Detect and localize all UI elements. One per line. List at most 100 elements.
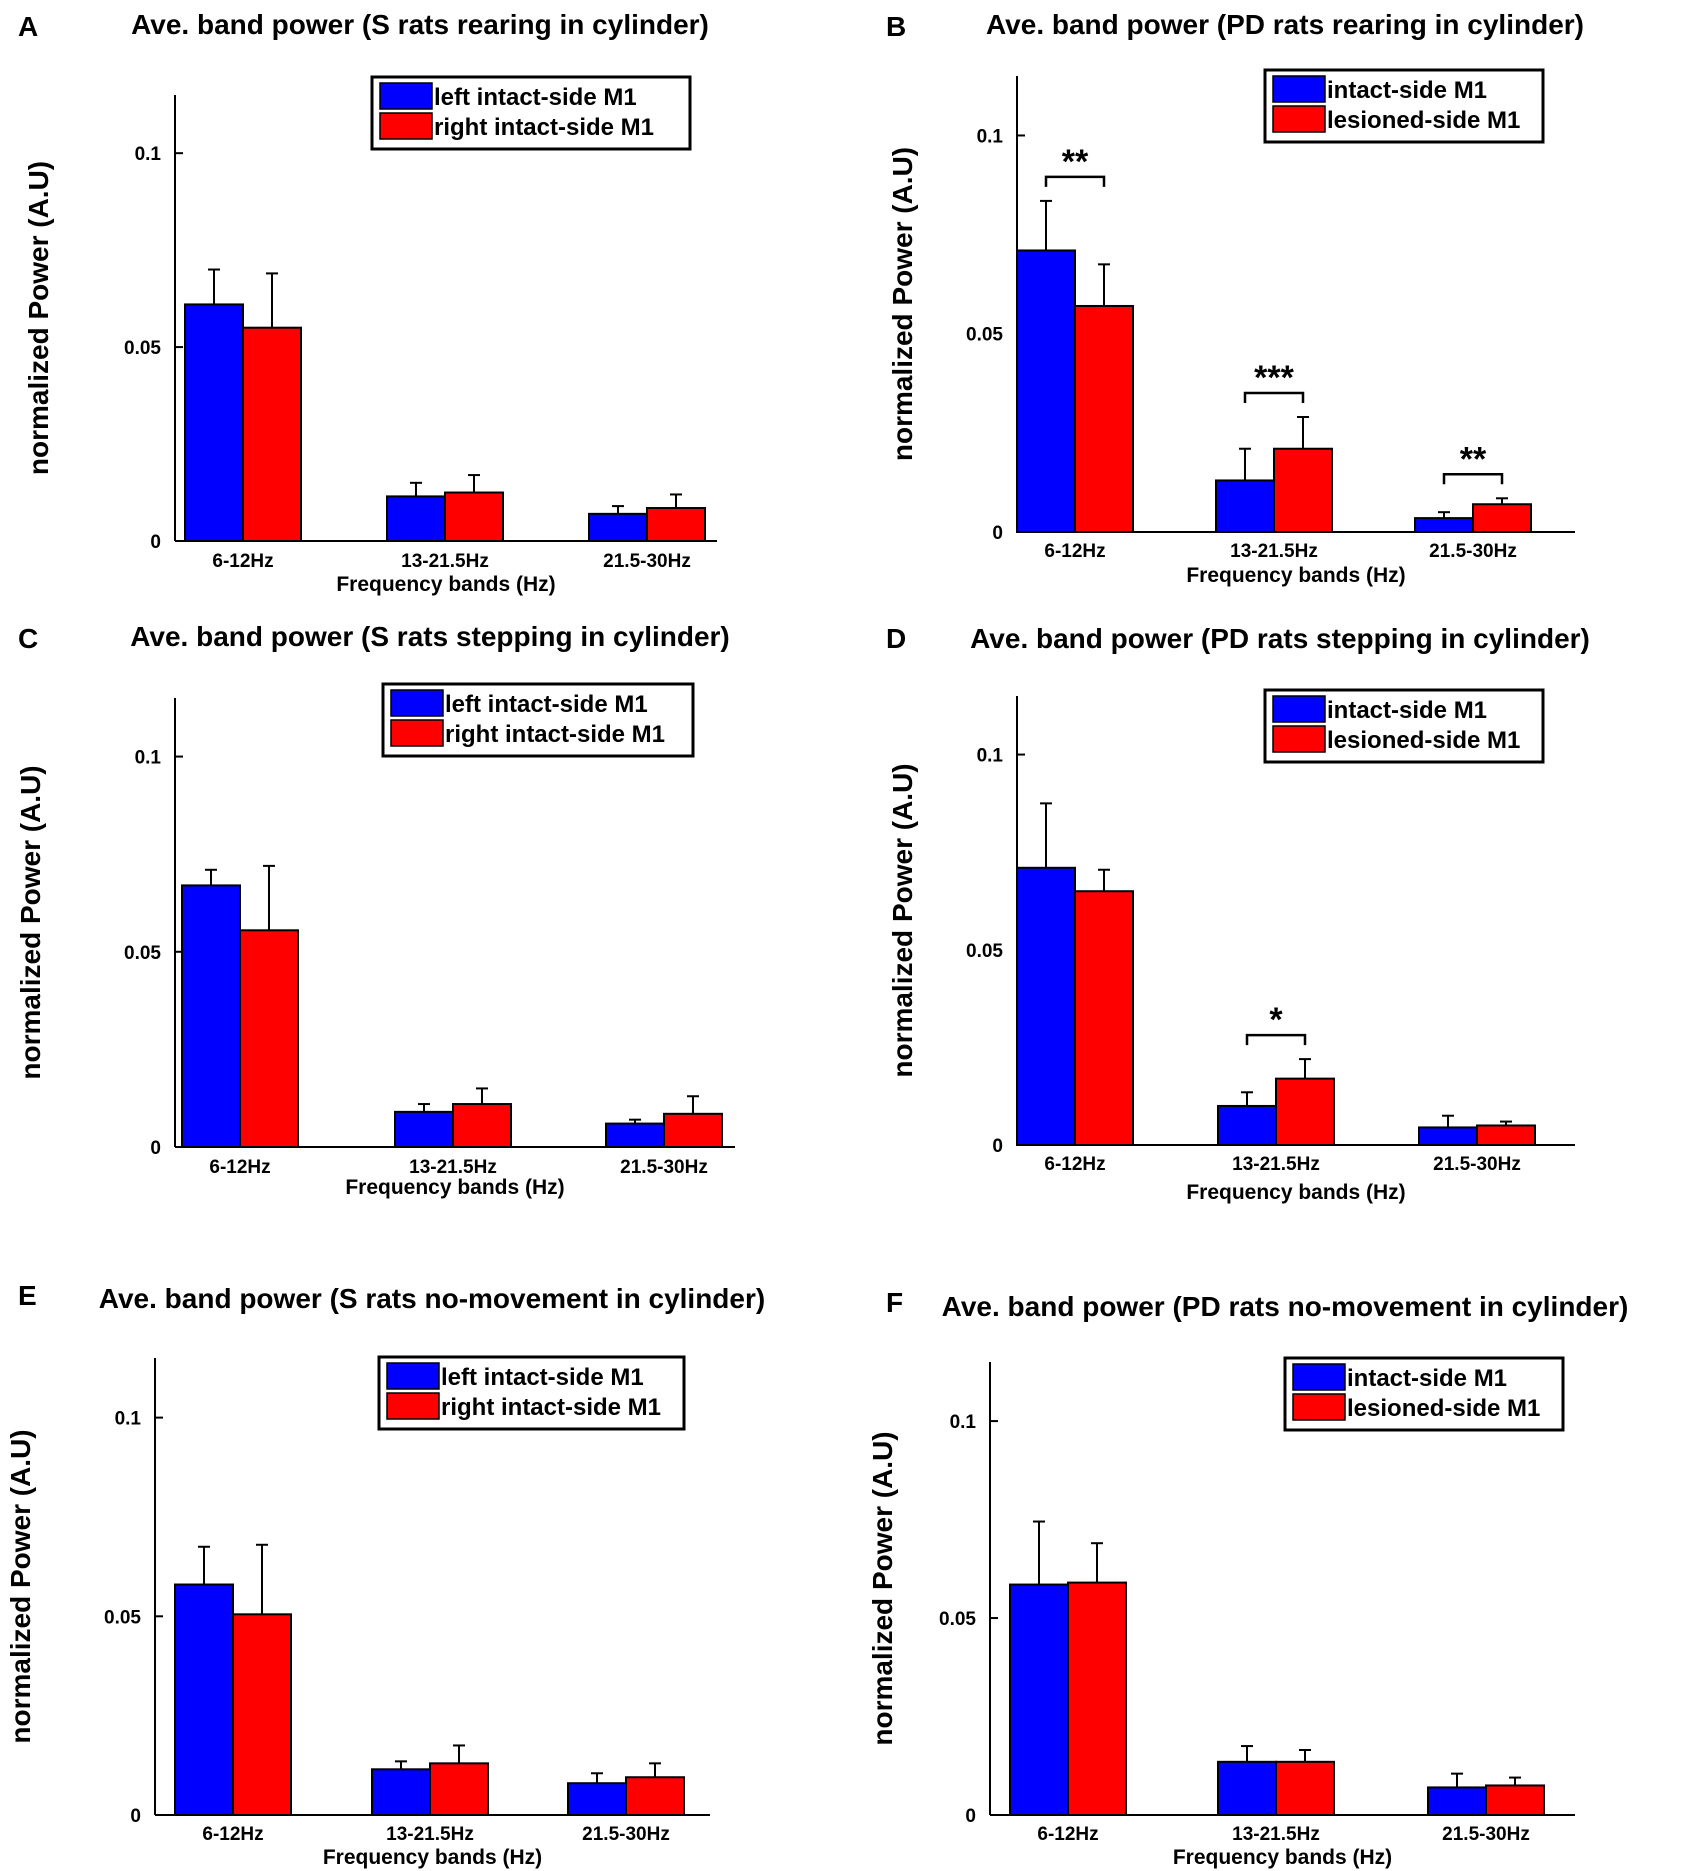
y-tick-label: 0 [992, 523, 1003, 544]
bar-red [239, 929, 299, 1149]
legend: intact-side M1 lesioned-side M1 [1263, 688, 1545, 764]
chart-title: Ave. band power (S rats rearing in cylin… [131, 9, 709, 40]
legend: left intact-side M1 right intact-side M1 [377, 1355, 686, 1431]
legend-label: left intact-side M1 [445, 691, 648, 718]
bar-red [1275, 1077, 1335, 1147]
legend-swatch-red [1272, 725, 1326, 753]
significance-label: ** [1062, 143, 1089, 181]
bar-red [1273, 447, 1333, 533]
legend-label: right intact-side M1 [445, 721, 665, 748]
bar-blue [605, 1122, 665, 1148]
significance-bracket [1442, 473, 1504, 485]
x-tick-label: 21.5-30Hz [1433, 1154, 1521, 1175]
bar-red [625, 1776, 685, 1816]
bar-red [1074, 890, 1134, 1147]
legend-swatch-red [379, 112, 433, 140]
y-tick-label: 0.1 [977, 126, 1004, 147]
legend-label: intact-side M1 [1327, 77, 1487, 104]
y-axis-label: normalized Power (A.U) [23, 161, 54, 475]
legend-label: intact-side M1 [1327, 697, 1487, 724]
significance-label: *** [1254, 359, 1294, 397]
legend: left intact-side M1 right intact-side M1 [370, 75, 692, 151]
legend-label: left intact-side M1 [441, 1364, 644, 1391]
significance-bracket [1044, 175, 1106, 187]
legend-label: left intact-side M1 [434, 84, 637, 111]
significance-label: ** [1460, 440, 1487, 478]
x-tick-label: 21.5-30Hz [1442, 1824, 1530, 1845]
legend-label: lesioned-side M1 [1327, 107, 1520, 134]
legend-swatch-red [1292, 1393, 1346, 1421]
legend-label: intact-side M1 [1347, 1365, 1507, 1392]
y-tick-label: 0 [965, 1806, 976, 1827]
panel-label: F [886, 1287, 903, 1318]
x-axis-label: Frequency bands (Hz) [323, 1846, 542, 1869]
bar-red [663, 1112, 723, 1148]
x-tick-label: 6-12Hz [209, 1157, 270, 1178]
legend-swatch-blue [386, 1362, 440, 1390]
legend-swatch-blue [1292, 1363, 1346, 1391]
panel-a: A Ave. band power (S rats rearing in cyli… [18, 9, 717, 596]
bar-blue [1217, 1104, 1277, 1147]
bar-red [1074, 304, 1134, 533]
bar-red [444, 491, 504, 542]
y-tick-label: 0.1 [135, 144, 162, 165]
x-tick-label: 6-12Hz [1044, 1154, 1105, 1175]
bar-blue [394, 1110, 454, 1148]
x-tick-label: 6-12Hz [212, 551, 273, 572]
legend-swatch-blue [1272, 75, 1326, 103]
y-tick-label: 0 [150, 1138, 161, 1159]
x-tick-label: 13-21.5Hz [1230, 541, 1318, 562]
panel-label: B [886, 11, 906, 42]
bar-red [1485, 1784, 1545, 1817]
y-tick-label: 0.05 [124, 943, 161, 964]
bar-blue [1418, 1126, 1478, 1146]
y-tick-label: 0 [992, 1136, 1003, 1157]
panel-label: C [18, 623, 38, 654]
panel-e: E Ave. band power (S rats no-movement in … [5, 1280, 765, 1869]
x-tick-label: 6-12Hz [202, 1824, 263, 1845]
chart-title: Ave. band power (S rats no-movement in c… [99, 1283, 765, 1314]
y-tick-label: 0.1 [977, 746, 1004, 767]
bar-blue [1009, 1583, 1069, 1817]
y-tick-label: 0.1 [135, 748, 162, 769]
bar-red [1472, 503, 1532, 533]
legend-label: lesioned-side M1 [1327, 727, 1520, 754]
x-tick-label: 13-21.5Hz [1232, 1154, 1320, 1175]
y-tick-label: 0.05 [966, 941, 1003, 962]
x-axis-label: Frequency bands (Hz) [1173, 1846, 1392, 1869]
significance-bracket [1245, 1033, 1307, 1046]
significance-bracket [1243, 391, 1305, 404]
panel-c: C Ave. band power (S rats stepping in cyl… [15, 621, 735, 1199]
y-tick-label: 0.05 [939, 1609, 976, 1630]
legend: left intact-side M1 right intact-side M1 [381, 682, 695, 758]
x-tick-label: 21.5-30Hz [620, 1157, 708, 1178]
chart-title: Ave. band power (PD rats rearing in cyli… [986, 9, 1584, 40]
bar-blue [386, 495, 446, 542]
legend-label: right intact-side M1 [434, 114, 654, 141]
x-axis-label: Frequency bands (Hz) [1186, 564, 1405, 587]
bar-blue [371, 1768, 431, 1817]
legend: intact-side M1 lesioned-side M1 [1283, 1356, 1565, 1432]
panel-b: B Ave. band power (PD rats rearing in cyl… [886, 9, 1584, 587]
bar-red [646, 507, 706, 543]
x-tick-label: 13-21.5Hz [386, 1824, 474, 1845]
chart-title: Ave. band power (PD rats stepping in cyl… [970, 623, 1590, 654]
legend-swatch-red [390, 719, 444, 747]
y-tick-label: 0.05 [124, 338, 161, 359]
bar-red [1476, 1124, 1536, 1147]
bar-red [452, 1103, 512, 1148]
chart-title: Ave. band power (S rats stepping in cyli… [130, 621, 730, 652]
x-tick-label: 13-21.5Hz [409, 1157, 497, 1178]
bar-blue [1016, 866, 1076, 1147]
bar-blue [174, 1583, 234, 1817]
x-tick-label: 21.5-30Hz [582, 1824, 670, 1845]
y-axis-label: normalized Power (A.U) [5, 1429, 36, 1743]
y-tick-label: 0.05 [104, 1607, 141, 1628]
bar-red [232, 1613, 292, 1816]
x-tick-label: 21.5-30Hz [1429, 541, 1517, 562]
bar-red [1067, 1581, 1127, 1816]
panel-f: F Ave. band power (PD rats no-movement in… [867, 1287, 1628, 1869]
bar-blue [1215, 479, 1275, 534]
panel-label: E [18, 1280, 37, 1311]
